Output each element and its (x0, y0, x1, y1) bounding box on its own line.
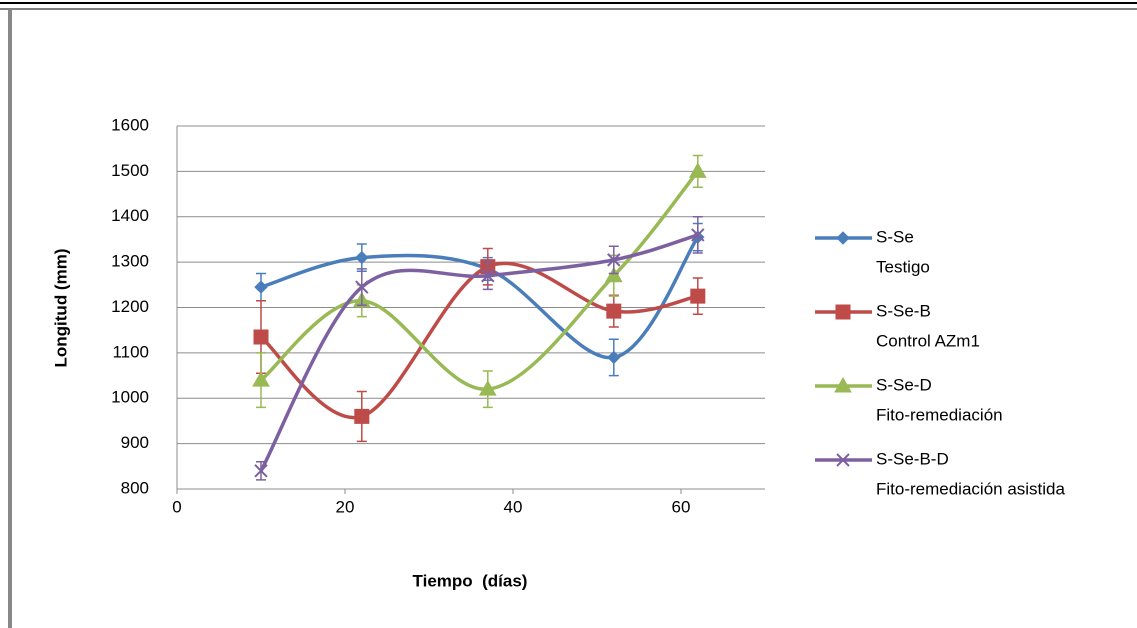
x-tick-label: 20 (336, 497, 355, 516)
legend-label: S-Se-B (876, 301, 931, 320)
marker (354, 408, 370, 424)
marker (688, 162, 707, 178)
marker (690, 288, 706, 304)
series-line (259, 170, 700, 391)
y-tick-label: 1400 (111, 206, 149, 225)
legend-label: Testigo (876, 257, 930, 276)
x-tick-label: 0 (172, 497, 181, 516)
y-tick-label: 1000 (111, 388, 149, 407)
marker (607, 253, 621, 267)
legend-label: S-Se-D (876, 375, 932, 394)
marker (252, 371, 270, 387)
series-line (259, 233, 699, 472)
x-tick-label: 60 (672, 497, 691, 516)
legend-label: Control AZm1 (876, 331, 980, 350)
legend-marker (836, 231, 850, 245)
y-tick-label: 1500 (111, 161, 149, 180)
legend-marker (835, 304, 851, 320)
x-tick-label: 40 (504, 497, 523, 516)
marker (607, 350, 621, 365)
y-tick-label: 1300 (111, 252, 149, 271)
y-tick-label: 1200 (111, 297, 149, 316)
marker (606, 303, 622, 319)
y-tick-label: 1100 (112, 342, 149, 361)
y-tick-label: 800 (121, 478, 149, 497)
marker (254, 280, 268, 294)
legend-marker (834, 376, 852, 393)
y-tick-label: 1600 (111, 115, 149, 134)
marker (355, 280, 369, 294)
marker (355, 250, 369, 265)
marker (604, 266, 623, 283)
legend-marker (836, 453, 850, 467)
legend-label: S-Se-B-D (876, 449, 949, 468)
legend-label: S-Se (876, 227, 914, 246)
x-axis-title: Tiempo (días) (413, 571, 528, 590)
marker (481, 269, 495, 283)
legend-label: Fito-remediación asistida (876, 479, 1066, 498)
series-line (259, 261, 699, 420)
marker (691, 228, 705, 242)
y-axis-title: Longitud (mm) (51, 249, 70, 368)
marker (254, 464, 268, 478)
legend-label: Fito-remediación (876, 405, 1003, 424)
marker (478, 380, 497, 396)
marker (253, 329, 269, 345)
y-tick-label: 900 (121, 433, 149, 452)
